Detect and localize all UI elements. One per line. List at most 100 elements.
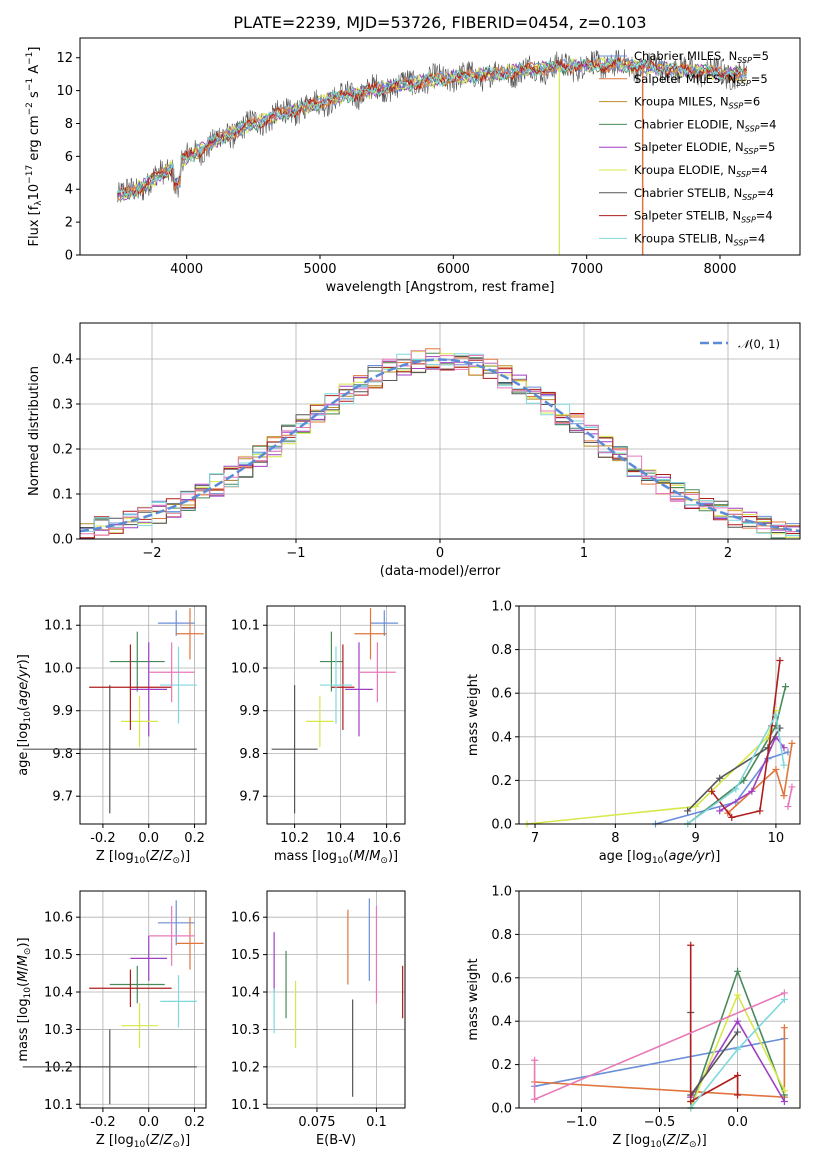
weight-marker <box>788 739 796 747</box>
y-tick-label: 10.2 <box>44 1060 73 1075</box>
mass_vs_Z-panel: -0.2 0.0 0.2 10.1 10.2 10.3 10.4 10.5 10.6 Z [log… <box>16 890 207 1150</box>
y-tick-label: 0.4 <box>52 353 73 368</box>
weight-marker <box>531 1056 539 1064</box>
y-tick-label: 9.9 <box>239 704 260 719</box>
y-tick-label: 10.4 <box>44 986 73 1001</box>
weight-marker <box>692 803 700 811</box>
y-tick-label: 10.5 <box>44 948 73 963</box>
y-tick-label: 10.1 <box>44 1098 73 1113</box>
massweight_vs_age-panel: 7 8 9 10 0.0 0.2 0.4 0.6 0.8 1.0 age [log10(age/yr… <box>466 600 801 866</box>
y-tick-label: 0.2 <box>52 443 73 458</box>
weight-marker <box>780 1097 788 1105</box>
x-tick-label: 4000 <box>170 262 203 277</box>
x-axis-label: mass [log10(M/M⊙)] <box>274 849 398 866</box>
age_vs_Z-panel: -0.2 0.0 0.2 9.7 9.8 9.9 10.0 10.1 Z [log10(Z/Z⊙… <box>16 605 207 866</box>
y-tick-label: 10.1 <box>231 1098 260 1113</box>
weight-marker <box>716 807 724 815</box>
y-tick-label: 0.2 <box>491 1058 512 1073</box>
weight-marker <box>734 967 742 975</box>
weight-line <box>687 727 781 812</box>
y-tick-label: 9.8 <box>239 747 260 762</box>
weight-line <box>687 712 785 825</box>
x-tick-label: 8000 <box>703 262 736 277</box>
axes-frame <box>266 605 406 825</box>
x-tick-label: 10 <box>768 831 785 846</box>
legend-label: Chabrier STELIB, NSSP=4 <box>634 186 774 202</box>
y-tick-label: 0.8 <box>491 643 512 658</box>
y-tick-label: 9.7 <box>239 790 260 805</box>
y-tick-label: 0.0 <box>491 818 512 833</box>
weight-marker <box>728 813 736 821</box>
y-axis-label: age [log10(age/yr)] <box>16 654 33 776</box>
y-tick-label: 10.6 <box>44 911 73 926</box>
y-tick-label: 10.6 <box>231 911 260 926</box>
legend-label: Salpeter MILES, NSSP=5 <box>634 72 768 88</box>
weight-line <box>711 660 781 819</box>
x-tick-label: 5000 <box>303 262 336 277</box>
weight-marker <box>734 1017 742 1025</box>
axes-frame <box>79 890 207 1109</box>
y-tick-label: 1.0 <box>491 885 512 900</box>
y-tick-label: 9.8 <box>52 747 73 762</box>
weight-marker <box>784 803 792 811</box>
y-tick-label: 12 <box>56 51 73 66</box>
weight-marker <box>734 1091 742 1099</box>
legend-label: Kroupa MILES, NSSP=6 <box>634 95 760 111</box>
weight-marker <box>734 1071 742 1079</box>
y-tick-label: 0.4 <box>491 730 512 745</box>
x-tick-label: -0.2 <box>90 831 115 846</box>
y-tick-label: 9.7 <box>52 790 73 805</box>
axes-frame <box>266 890 406 1109</box>
y-tick-label: 9.9 <box>52 704 73 719</box>
x-axis-label: E(B-V) <box>316 1133 356 1148</box>
y-tick-label: 10.4 <box>231 986 260 1001</box>
x-tick-label: 7 <box>531 831 539 846</box>
spectrum-line <box>116 56 747 202</box>
histogram-step <box>80 350 800 536</box>
weight-marker <box>776 657 784 664</box>
weight-line <box>787 786 793 807</box>
weight-line <box>526 710 777 825</box>
y-tick-label: 0 <box>65 249 73 264</box>
y-tick-label: 1.0 <box>491 600 512 615</box>
weight-marker <box>531 1095 539 1103</box>
y-axis-label: mass [log10(M/M⊙)] <box>16 937 33 1061</box>
axes-frame <box>518 605 801 825</box>
mass_vs_EBV-panel: 0.075 0.1 10.1 10.2 10.3 10.4 10.5 10.6 E(B-V) <box>231 890 406 1148</box>
axes-frame <box>518 890 801 1109</box>
x-axis-label: Z [log10(Z/Z⊙)] <box>612 1133 706 1150</box>
y-axis-label: Flux [fλ10−17 erg cm−2 s−1 A−1] <box>25 47 44 247</box>
y-tick-label: 0.6 <box>491 971 512 986</box>
y-axis-label: mass weight <box>466 958 481 1040</box>
y-tick-label: 10.0 <box>44 661 73 676</box>
y-tick-label: 8 <box>65 117 73 132</box>
y-tick-label: 2 <box>65 216 73 231</box>
weight-marker <box>734 1028 742 1036</box>
weight-marker <box>708 787 716 795</box>
x-tick-label: −1 <box>286 546 305 561</box>
x-tick-label: 0.2 <box>184 831 205 846</box>
spectrum-line <box>116 56 748 199</box>
axes-frame <box>79 322 801 540</box>
weight-marker <box>772 766 780 773</box>
y-tick-label: 0.6 <box>491 687 512 702</box>
x-tick-label: 0.2 <box>184 1115 205 1130</box>
y-tick-label: 10.2 <box>231 1060 260 1075</box>
y-tick-label: 0.3 <box>52 398 73 413</box>
weight-marker <box>780 996 788 1003</box>
x-axis-label: wavelength [Angstrom, rest frame] <box>326 280 555 295</box>
spectrum-line <box>116 56 748 198</box>
x-tick-label: 0.0 <box>138 1115 159 1130</box>
y-tick-label: 0.8 <box>491 928 512 943</box>
weight-line <box>687 686 787 825</box>
x-tick-label: 7000 <box>570 262 603 277</box>
x-tick-label: -0.2 <box>90 1115 115 1130</box>
residuals-panel: −2 −1 0 1 2 0.0 0.1 0.2 0.3 0.4 (data-model)/error… <box>27 322 801 579</box>
weight-marker <box>684 807 692 815</box>
x-tick-label: 2 <box>724 546 732 561</box>
x-tick-label: 10.2 <box>280 831 309 846</box>
y-tick-label: 4 <box>65 183 73 198</box>
weight-marker <box>772 711 780 719</box>
x-axis-label: age [log10(age/yr)] <box>599 849 721 866</box>
